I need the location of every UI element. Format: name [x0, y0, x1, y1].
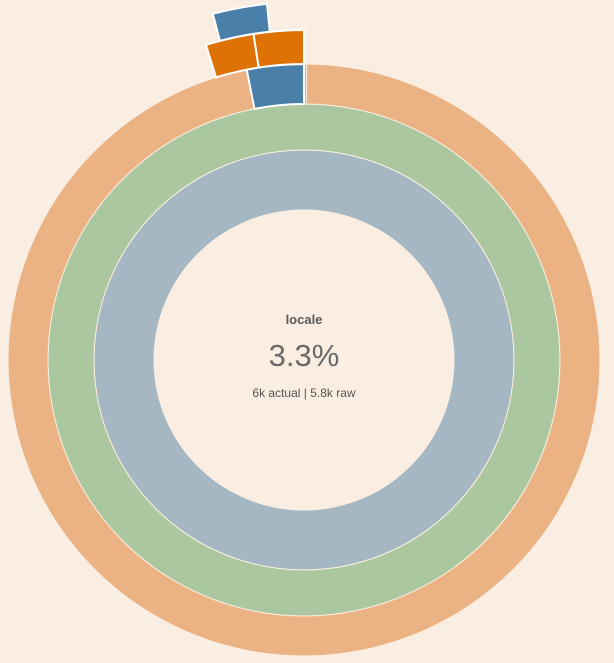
center-percentage: 3.3% — [268, 338, 340, 373]
center-detail: 6k actual | 5.8k raw — [252, 386, 356, 400]
center-title: locale — [285, 312, 323, 327]
sunburst-segment-level3-1[interactable] — [7, 63, 601, 657]
sunburst-segment-level4-0[interactable] — [252, 28, 305, 69]
sunburst-segment-level3-2[interactable] — [245, 62, 305, 111]
sunburst-segment-level5-0[interactable] — [211, 2, 271, 43]
